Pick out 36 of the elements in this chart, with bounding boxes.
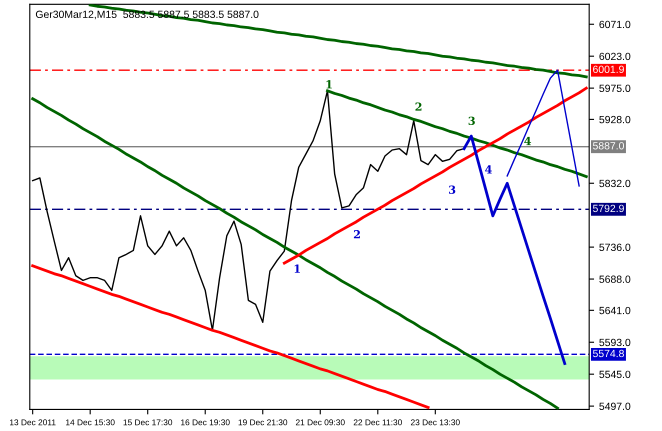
x-tick-label: 16 Dec 19:30 [181, 419, 230, 426]
annotation: 1 [326, 80, 332, 88]
line-series [31, 264, 430, 409]
x-tick-label: 13 Dec 2011 [10, 419, 56, 426]
y-tick-label: 5975.0 [599, 84, 630, 92]
annotation: 2 [415, 102, 422, 111]
y-tick-label: 5593.0 [599, 338, 630, 346]
y-tick-label: 5928.0 [599, 116, 630, 124]
x-tick-label: 15 Dec 17:30 [124, 419, 172, 426]
annotation: 4 [485, 165, 492, 174]
ref-line-label: 5792.9 [592, 204, 624, 212]
annotation: 2 [354, 230, 360, 238]
y-tick-label: 6023.0 [599, 52, 630, 60]
annotation: 3 [468, 116, 475, 126]
x-tick-label: 14 Dec 15:30 [66, 419, 115, 426]
x-tick-label: 22 Dec 11:30 [354, 419, 402, 426]
ref-line-label: 5574.8 [592, 350, 624, 358]
y-tick-label: 5545.0 [599, 370, 630, 378]
x-tick-label: 21 Dec 09:30 [296, 419, 345, 426]
y-tick-label: 5497.0 [599, 402, 630, 410]
ref-line-label: 6001.9 [593, 66, 624, 74]
ref-line-label: 5887.0 [592, 142, 624, 150]
annotation: 1 [294, 264, 300, 273]
annotation: 3 [449, 185, 456, 194]
line-series [31, 97, 559, 410]
y-tick-label: 5832.0 [599, 180, 630, 188]
y-tick-label: 6071.0 [599, 20, 630, 28]
line-series [326, 89, 588, 178]
line-series [282, 86, 588, 264]
y-tick-label: 5641.0 [599, 306, 630, 314]
y-tick-label: 5688.0 [599, 276, 630, 283]
x-tick-label: 23 Dec 13:30 [410, 419, 460, 426]
y-tick-label: 5736.0 [599, 244, 630, 252]
annotation: 4 [524, 136, 532, 146]
x-tick-label: 19 Dec 21:30 [238, 419, 288, 426]
line-series [506, 69, 580, 187]
